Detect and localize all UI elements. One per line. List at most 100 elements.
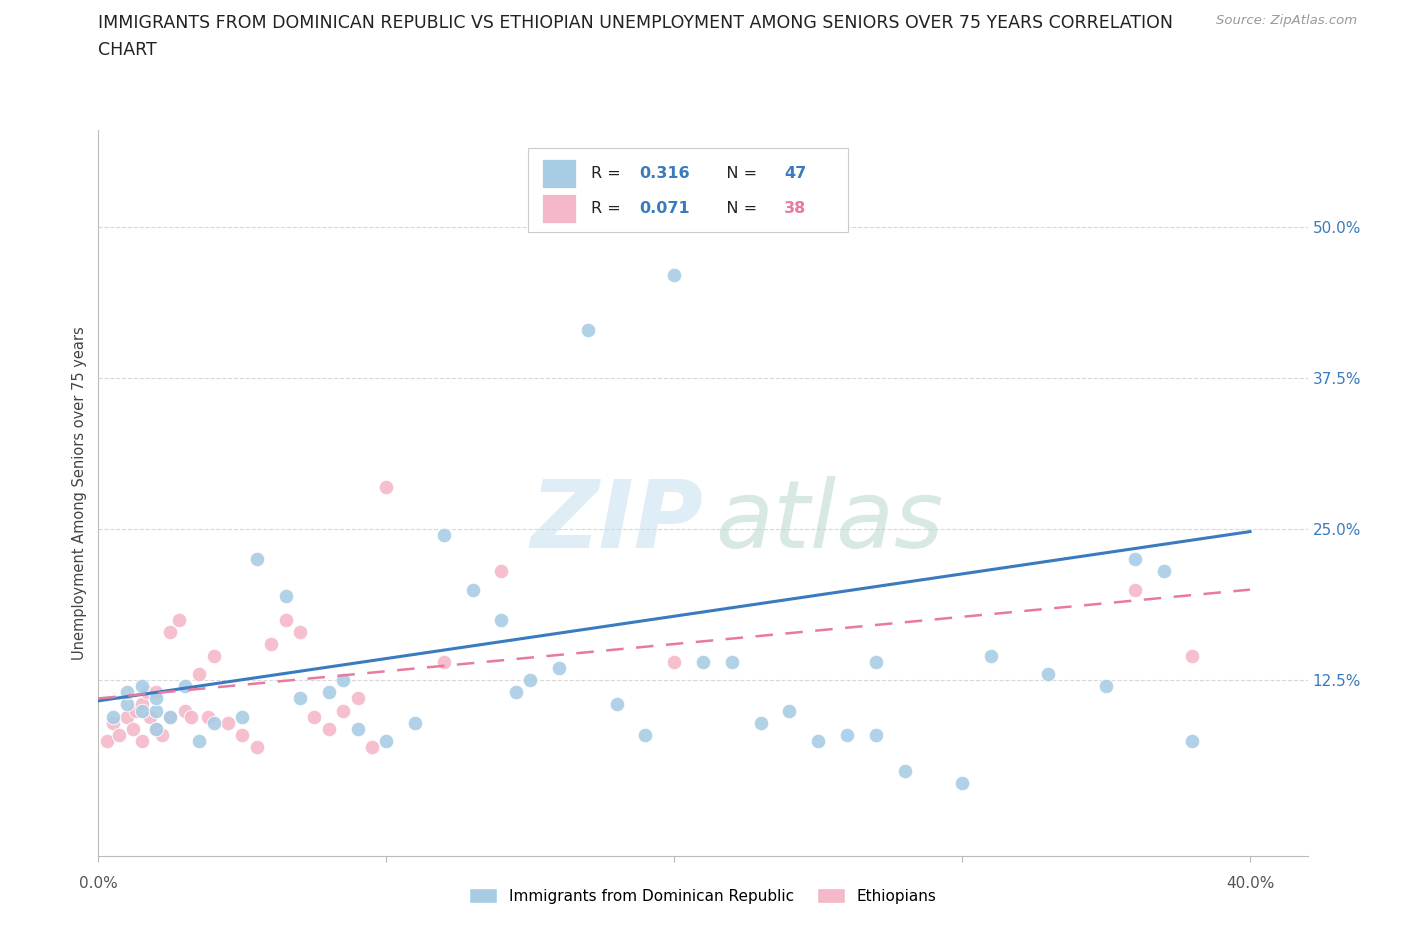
Point [1095, 679, 1118, 694]
Point [461, 582, 484, 597]
Point [720, 655, 742, 670]
Point [246, 552, 269, 567]
Point [332, 703, 354, 718]
Point [519, 673, 541, 688]
Point [101, 710, 124, 724]
Point [346, 722, 368, 737]
Point [231, 710, 253, 724]
Point [173, 703, 195, 718]
Point [491, 564, 513, 578]
Point [145, 703, 167, 718]
Point [231, 727, 253, 742]
Point [1038, 667, 1060, 682]
Point [491, 613, 513, 628]
Point [260, 637, 283, 652]
Point [131, 733, 153, 748]
Point [188, 667, 211, 682]
Point [1123, 582, 1146, 597]
Text: 0.0%: 0.0% [79, 876, 118, 891]
Text: ZIP: ZIP [530, 476, 703, 568]
Point [115, 684, 138, 700]
Point [950, 776, 973, 790]
Point [217, 715, 239, 730]
Point [318, 684, 340, 700]
Point [180, 710, 202, 724]
Point [1123, 552, 1146, 567]
Point [634, 727, 657, 742]
Point [150, 727, 173, 742]
Point [159, 710, 181, 724]
Point [576, 323, 599, 338]
Text: IMMIGRANTS FROM DOMINICAN REPUBLIC VS ETHIOPIAN UNEMPLOYMENT AMONG SENIORS OVER : IMMIGRANTS FROM DOMINICAN REPUBLIC VS ET… [98, 14, 1174, 32]
Point [246, 739, 269, 754]
Point [361, 739, 384, 754]
Text: 0.316: 0.316 [638, 166, 689, 180]
Point [1181, 733, 1204, 748]
Point [865, 655, 887, 670]
Text: Source: ZipAtlas.com: Source: ZipAtlas.com [1216, 14, 1357, 27]
Text: N =: N = [711, 201, 762, 216]
Legend: Immigrants from Dominican Republic, Ethiopians: Immigrants from Dominican Republic, Ethi… [463, 882, 943, 910]
Point [136, 684, 159, 700]
Point [145, 691, 167, 706]
Point [115, 698, 138, 712]
Point [606, 698, 628, 712]
FancyBboxPatch shape [543, 193, 576, 223]
Point [145, 684, 167, 700]
Point [1181, 649, 1204, 664]
Text: CHART: CHART [98, 41, 157, 59]
Text: atlas: atlas [716, 476, 943, 567]
Point [505, 684, 527, 700]
Point [835, 727, 858, 742]
Point [202, 649, 225, 664]
Text: R =: R = [591, 201, 626, 216]
Point [778, 703, 800, 718]
Point [433, 655, 456, 670]
Point [139, 710, 162, 724]
Point [749, 715, 772, 730]
Text: 47: 47 [785, 166, 806, 180]
Point [807, 733, 830, 748]
Point [145, 722, 167, 737]
Point [664, 655, 686, 670]
Point [274, 613, 297, 628]
Y-axis label: Unemployment Among Seniors over 75 years: Unemployment Among Seniors over 75 years [72, 326, 87, 659]
FancyBboxPatch shape [543, 159, 576, 188]
Point [318, 722, 340, 737]
Text: 38: 38 [785, 201, 806, 216]
Point [433, 528, 456, 543]
Point [332, 673, 354, 688]
Point [202, 715, 225, 730]
Point [375, 733, 398, 748]
Point [304, 710, 326, 724]
Text: 40.0%: 40.0% [1226, 876, 1274, 891]
Point [131, 679, 153, 694]
Point [131, 703, 153, 718]
Point [167, 613, 190, 628]
Point [145, 722, 167, 737]
Point [159, 625, 181, 640]
Point [274, 589, 297, 604]
Point [107, 727, 129, 742]
Point [197, 710, 219, 724]
Point [548, 661, 571, 676]
Point [346, 691, 368, 706]
Point [692, 655, 714, 670]
Point [115, 710, 138, 724]
Point [404, 715, 426, 730]
Point [131, 698, 153, 712]
Point [1153, 564, 1175, 578]
Point [101, 715, 124, 730]
Point [173, 679, 195, 694]
Point [288, 691, 311, 706]
Point [159, 710, 181, 724]
Point [96, 733, 118, 748]
Point [865, 727, 887, 742]
Point [125, 703, 148, 718]
Point [980, 649, 1002, 664]
Text: 0.071: 0.071 [638, 201, 689, 216]
Point [122, 722, 145, 737]
Point [375, 480, 398, 495]
Point [288, 625, 311, 640]
Text: R =: R = [591, 166, 626, 180]
